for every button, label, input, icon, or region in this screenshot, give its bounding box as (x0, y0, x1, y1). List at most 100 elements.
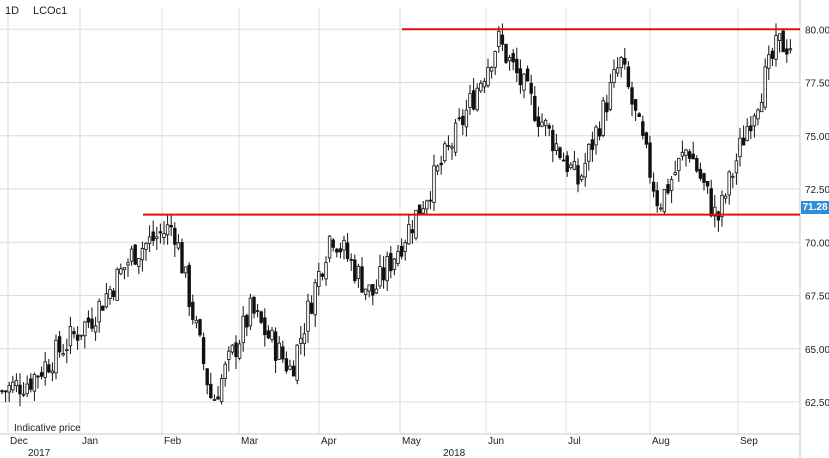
candle-body (306, 300, 310, 332)
candle-body (191, 301, 195, 320)
candle-body (353, 259, 357, 282)
candle-body (767, 54, 771, 69)
x-tick-label: Aug (652, 436, 670, 447)
candle-body (669, 179, 674, 191)
candle-body (781, 30, 785, 53)
candle-body (194, 319, 199, 324)
candle-body (662, 189, 667, 213)
x-tick-label: May (402, 436, 421, 447)
candle-body (7, 385, 11, 393)
candle-body (698, 168, 703, 179)
candle-body (432, 165, 436, 203)
candle-body (378, 266, 382, 287)
candle-body (212, 398, 217, 401)
symbol-label: LCOc1 (33, 5, 68, 17)
candle-body (788, 48, 793, 51)
candle-body (774, 35, 778, 60)
candle-body (637, 113, 641, 117)
candle-body (39, 372, 44, 377)
candle-body (111, 290, 116, 298)
candle-body (543, 119, 548, 127)
candle-body (770, 50, 775, 59)
candle-body (777, 33, 782, 41)
chart-grid (0, 0, 801, 458)
candle-body (147, 236, 152, 244)
candle-body (32, 374, 37, 392)
candle-body (533, 95, 537, 121)
candle-body (461, 115, 465, 126)
candle-body (360, 266, 364, 293)
candle-body (291, 365, 296, 377)
candle-body (14, 379, 19, 387)
candle-body (651, 181, 656, 192)
candle-body (428, 199, 433, 202)
candle-body (572, 161, 577, 170)
candle-body (655, 190, 659, 207)
candle-body (61, 353, 65, 356)
candle-body (702, 173, 706, 183)
x-tick-label: Sep (740, 436, 758, 447)
candle-body (43, 361, 47, 378)
candle-body (252, 296, 256, 314)
candle-body (565, 155, 569, 173)
candle-body (57, 336, 62, 353)
candle-body (309, 302, 314, 314)
candle-body (133, 244, 137, 265)
candle-body (587, 143, 591, 162)
candle-body (173, 227, 177, 245)
candle-body (72, 331, 76, 335)
candle-body (439, 162, 443, 166)
candle-body (741, 137, 746, 146)
candle-body (317, 270, 321, 287)
candle-body (381, 267, 386, 281)
candle-body (601, 100, 605, 136)
candle-body (687, 151, 692, 159)
candle-body (641, 121, 645, 136)
candle-body (608, 82, 613, 110)
x-tick-label: Jul (568, 436, 581, 447)
x-tick-label: Jan (82, 436, 98, 447)
candle-body (468, 93, 472, 108)
candle-body (277, 342, 281, 360)
candle-body (785, 48, 789, 55)
candle-body (457, 117, 461, 120)
candle-body (345, 242, 350, 260)
x-tick-label: Jun (488, 436, 504, 447)
candle-body (389, 252, 393, 272)
candle-body (738, 137, 742, 158)
candle-body (403, 242, 407, 252)
candle-body (471, 90, 476, 110)
candle-body (666, 184, 670, 194)
candle-body (126, 262, 130, 266)
candle-body (612, 69, 616, 83)
candle-body (331, 239, 335, 248)
candle-body (648, 142, 652, 178)
candle-body (720, 194, 724, 218)
candle-body (633, 99, 638, 111)
candle-body (554, 143, 559, 151)
candle-body (255, 310, 260, 312)
candle-body (731, 175, 735, 178)
support-resistance-lines (143, 28, 800, 216)
candle-body (691, 153, 695, 160)
candle-body (421, 208, 425, 214)
candle-body (623, 58, 627, 65)
candle-body (356, 265, 361, 280)
candle-body (752, 115, 757, 127)
candle-body (716, 211, 721, 221)
candle-body (245, 314, 249, 328)
candle-body (324, 262, 328, 280)
y-tick-label: 77.50 (805, 79, 829, 90)
candle-body (248, 297, 253, 327)
candle-body (705, 181, 710, 187)
candle-body (158, 231, 163, 234)
candle-body (104, 293, 109, 308)
candle-body (284, 358, 289, 372)
candle-body (320, 273, 325, 277)
candle-body (363, 288, 368, 295)
candle-body (680, 151, 685, 157)
x-year-label: 2017 (28, 448, 51, 458)
candle-body (216, 396, 220, 400)
candle-body (518, 68, 523, 86)
